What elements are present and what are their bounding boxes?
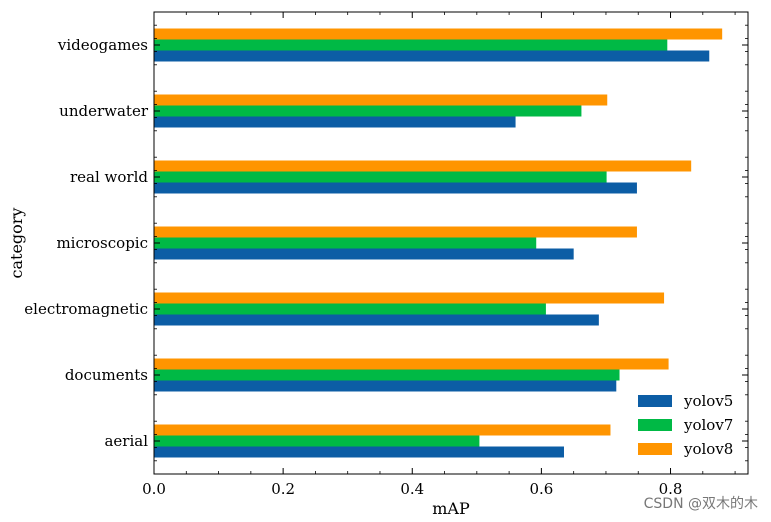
bar-yolov5-underwater <box>154 116 516 128</box>
legend-swatch-yolov7 <box>638 419 672 431</box>
legend: yolov5 yolov7 yolov8 <box>638 392 733 458</box>
y-tick-label: aerial <box>104 432 148 450</box>
bar-yolov7-aerial <box>154 435 480 447</box>
bar-yolov7-microscopic <box>154 237 537 249</box>
bar-yolov7-real-world <box>154 171 607 183</box>
x-axis-label: mAP <box>432 499 470 518</box>
bar-yolov8-microscopic <box>154 226 637 238</box>
bars-group <box>154 28 723 458</box>
bar-yolov5-microscopic <box>154 248 574 260</box>
y-axis-label: category <box>7 208 26 279</box>
y-tick-label: microscopic <box>56 234 148 252</box>
y-tick-label: real world <box>70 168 148 186</box>
x-tick-label: 0.6 <box>529 480 553 498</box>
legend-label-yolov7: yolov7 <box>683 416 733 434</box>
bar-yolov7-videogames <box>154 39 668 51</box>
x-tick-label: 0.8 <box>659 480 683 498</box>
y-tick-label: underwater <box>59 102 149 120</box>
plot-frame <box>153 11 749 475</box>
legend-label-yolov8: yolov8 <box>683 440 733 458</box>
bar-yolov7-documents <box>154 369 620 381</box>
bar-yolov5-documents <box>154 380 617 392</box>
y-tick-label: electromagnetic <box>24 300 148 318</box>
bar-yolov7-electromagnetic <box>154 303 546 315</box>
bar-yolov8-documents <box>154 358 669 370</box>
x-tick-labels: 0.0 0.2 0.4 0.6 0.8 <box>142 480 682 498</box>
bar-yolov5-aerial <box>154 446 564 458</box>
bar-yolov5-electromagnetic <box>154 314 599 326</box>
x-tick-label: 0.2 <box>271 480 295 498</box>
bar-yolov8-aerial <box>154 424 611 436</box>
bar-yolov7-underwater <box>154 105 582 117</box>
legend-swatch-yolov8 <box>638 443 672 455</box>
y-tick-label: videogames <box>57 36 148 54</box>
x-tick-label: 0.0 <box>142 480 166 498</box>
y-tick-labels: aerial documents electromagnetic microscopi… <box>24 36 149 450</box>
x-tick-label: 0.4 <box>400 480 424 498</box>
bar-yolov5-videogames <box>154 50 710 62</box>
bar-yolov8-videogames <box>154 28 723 40</box>
bar-yolov5-real-world <box>154 182 637 194</box>
bar-yolov8-real-world <box>154 160 692 172</box>
y-tick-label: documents <box>65 366 148 384</box>
bar-yolov8-electromagnetic <box>154 292 665 304</box>
legend-swatch-yolov5 <box>638 395 672 407</box>
bar-yolov8-underwater <box>154 94 608 106</box>
legend-label-yolov5: yolov5 <box>683 392 733 410</box>
watermark: CSDN @双木的木 <box>644 496 758 512</box>
